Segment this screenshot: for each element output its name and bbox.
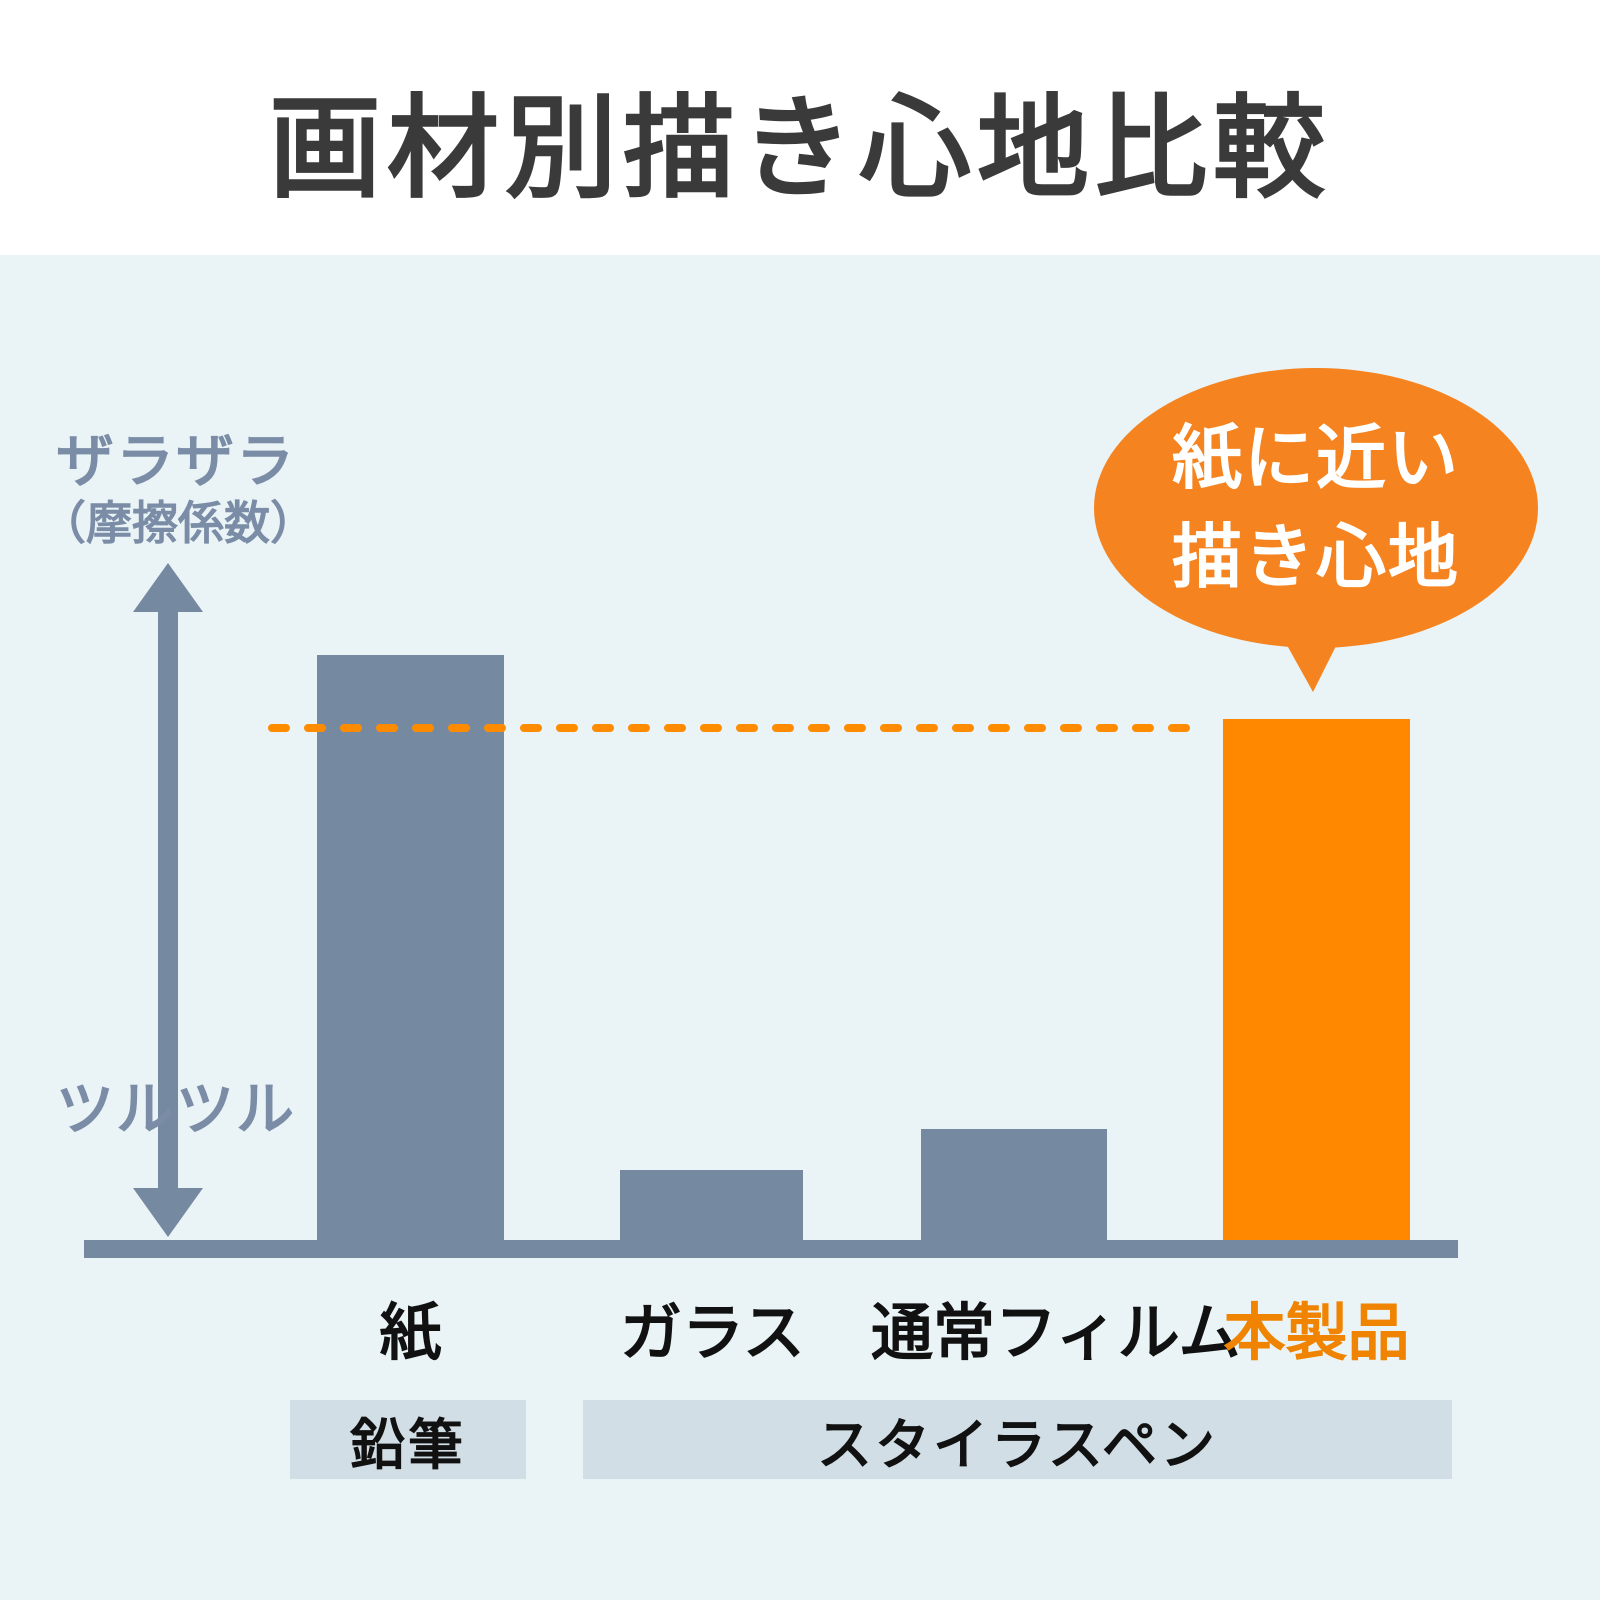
y-axis-friction-coefficient-label: （摩擦係数）: [40, 497, 316, 549]
bar-glass: [620, 1170, 803, 1240]
category-label-glass: ガラス: [620, 1299, 805, 1368]
page-title: 画材別描き心地比較: [269, 86, 1331, 211]
group-band-pencil: 鉛筆: [290, 1400, 526, 1479]
category-label-paper: 紙: [379, 1299, 442, 1368]
bar-this-product: [1223, 719, 1410, 1240]
speech-bubble-tail: [1283, 638, 1340, 692]
bar-normal-film: [921, 1129, 1107, 1240]
x-axis-baseline: [84, 1240, 1458, 1258]
category-label-normal-film: 通常フィルム: [871, 1299, 1241, 1368]
y-axis-rough-label: ザラザラ: [56, 429, 297, 494]
group-band-stylus-pen: スタイラスペン: [583, 1400, 1452, 1479]
category-label-this-product: 本製品: [1223, 1299, 1410, 1368]
callout-line-1: 紙に近い: [1172, 418, 1460, 497]
callout-line-2: 描き心地: [1172, 518, 1460, 596]
bar-paper: [317, 655, 504, 1240]
y-axis-smooth-label: ツルツル: [56, 1077, 297, 1142]
header: 画材別描き心地比較: [0, 0, 1600, 255]
callout-bubble: 紙に近い 描き心地: [1094, 368, 1538, 648]
